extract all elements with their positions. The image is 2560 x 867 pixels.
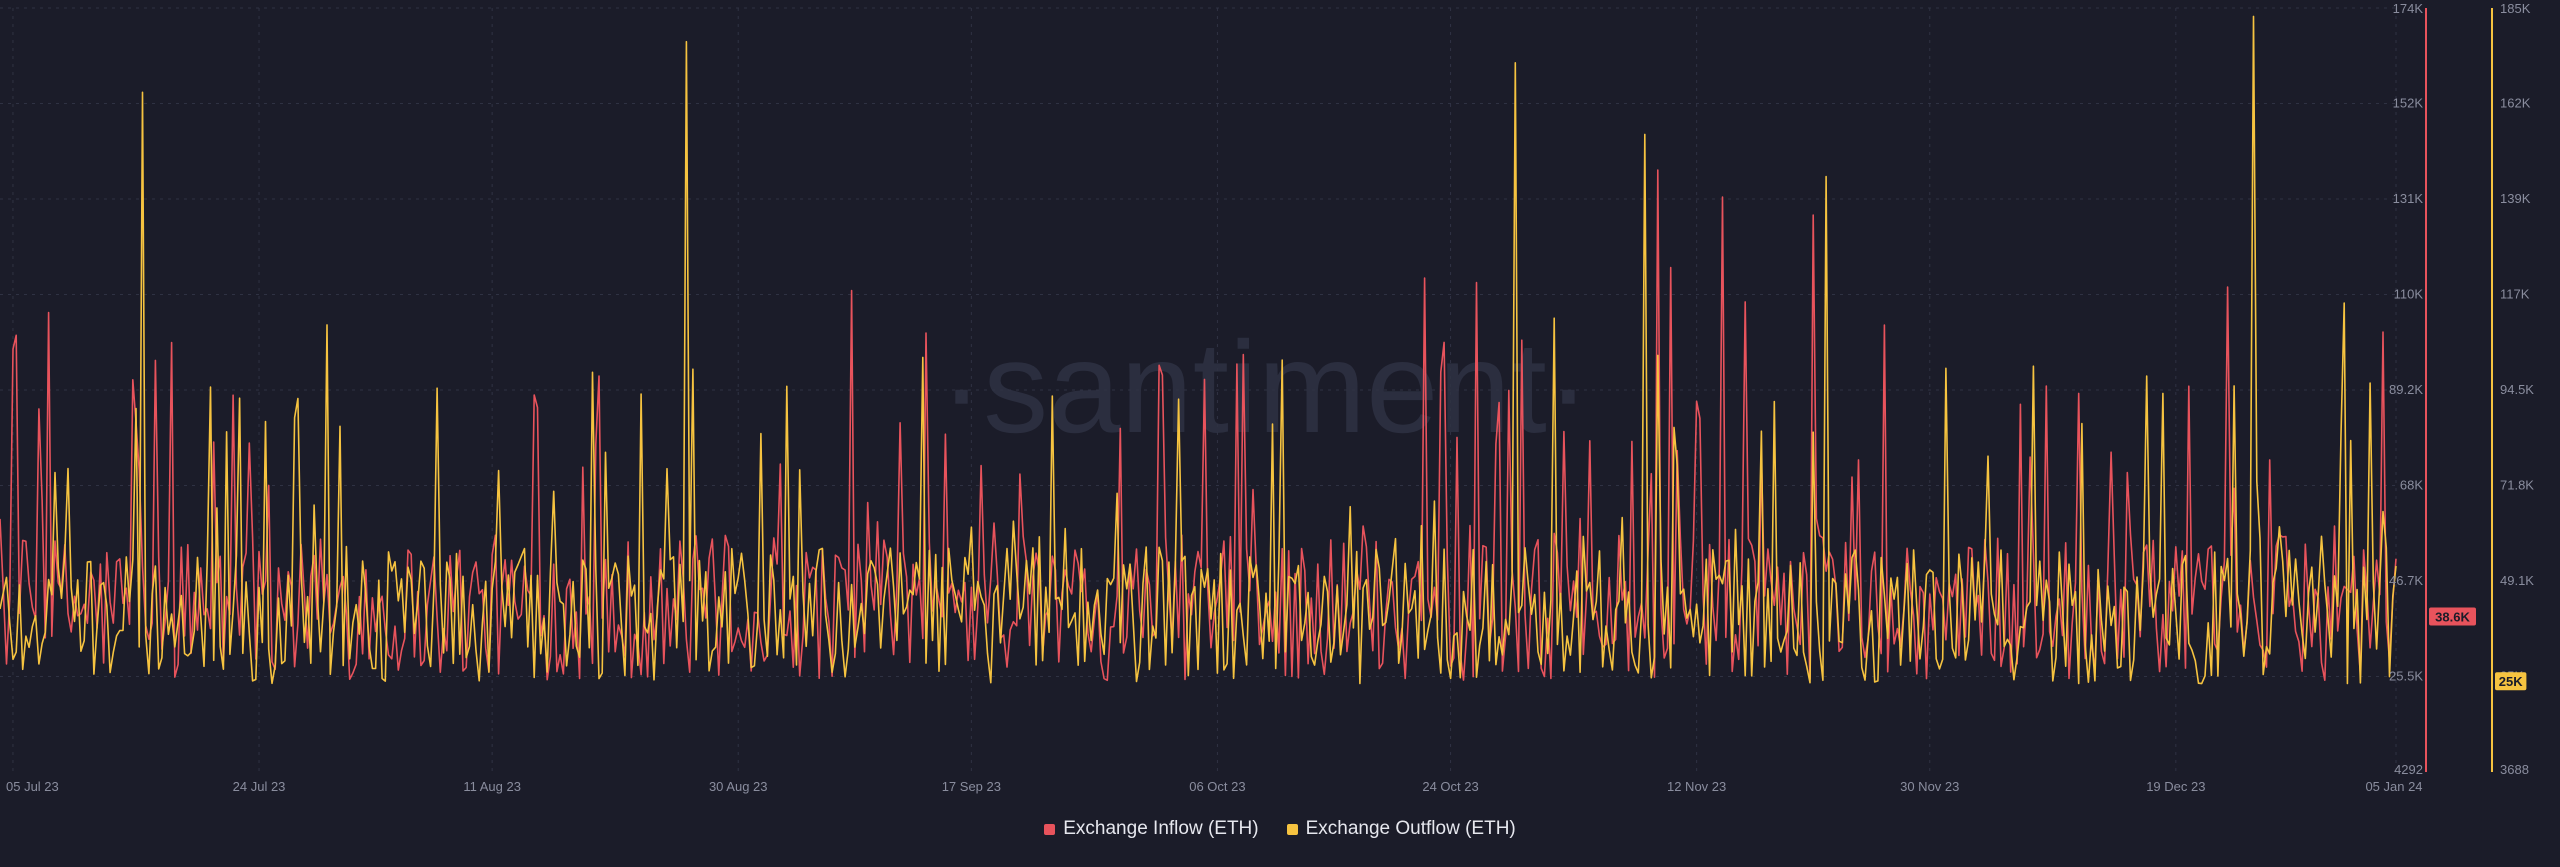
inflow-last-value-badge-text: 38.6K (2435, 610, 2470, 625)
outflow-last-value-badge: 25K (2495, 672, 2527, 691)
legend-item-inflow[interactable]: Exchange Inflow (ETH) (1044, 818, 1259, 840)
right-axis-tick-label: 49.1K (2500, 573, 2534, 588)
right-axis-tick-label: 162K (2500, 96, 2531, 111)
axes (2425, 8, 2493, 772)
right-axis-tick-label: 185K (2500, 1, 2531, 16)
left-axis-tick-label: 25.5K (2389, 669, 2423, 684)
outflow-last-value-badge-bg (2495, 672, 2527, 691)
santiment-watermark: ·santiment· (940, 314, 1590, 460)
left-axis-tick-label: 174K (2393, 1, 2424, 16)
outflow-last-value-badge-text: 25K (2499, 674, 2523, 689)
left-axis-tick-label: 68K (2400, 478, 2423, 493)
right-axis-tick-label: 117K (2500, 287, 2530, 302)
x-axis-tick-label: 30 Aug 23 (709, 779, 768, 794)
x-axis-tick-label: 05 Jan 24 (2365, 779, 2422, 794)
x-axis-tick-label: 19 Dec 23 (2146, 779, 2205, 794)
outflow-swatch (1286, 823, 1298, 835)
exchange-flow-chart: ·santiment· 174K 185K 152K 162K 131K 139K 110K… (0, 1, 2534, 794)
x-axis-tick-label: 12 Nov 23 (1667, 779, 1726, 794)
right-axis-tick-label: 71.8K (2500, 478, 2534, 493)
x-axis-tick-label: 24 Oct 23 (1422, 779, 1478, 794)
legend: Exchange Inflow (ETH) Exchange Outflow (… (0, 818, 2560, 840)
left-axis-tick-label: 110K (2394, 287, 2424, 302)
inflow-last-value-badge-bg (2429, 607, 2476, 626)
series-line (0, 169, 2397, 682)
right-axis-tick-label: 94.5K (2500, 382, 2534, 397)
left-axis-tick-label: 4292 (2394, 762, 2423, 777)
series-line (0, 15, 2397, 685)
x-axis-tick-label: 17 Sep 23 (942, 779, 1001, 794)
inflow-last-value-badge: 38.6K (2429, 607, 2476, 626)
inflow-series (0, 169, 2397, 682)
inflow-swatch (1044, 823, 1056, 835)
right-axis-tick-label: 139K (2500, 191, 2531, 206)
legend-label-inflow: Exchange Inflow (ETH) (1063, 818, 1259, 839)
axis-labels: 174K 185K 152K 162K 131K 139K 110K 117K 89.2K 94.… (6, 1, 2534, 794)
outflow-series (0, 15, 2397, 685)
left-axis-tick-label: 152K (2393, 96, 2424, 111)
left-axis-tick-label: 89.2K (2389, 382, 2423, 397)
x-axis-tick-label: 11 Aug 23 (463, 779, 521, 794)
x-axis-tick-label: 24 Jul 23 (233, 779, 286, 794)
left-axis-tick-label: 131K (2393, 191, 2424, 206)
legend-label-outflow: Exchange Outflow (ETH) (1305, 818, 1516, 839)
x-axis-tick-label: 05 Jul 23 (6, 779, 59, 794)
x-axis-tick-label: 06 Oct 23 (1189, 779, 1245, 794)
right-axis-tick-label: 3688 (2500, 762, 2529, 777)
legend-item-outflow[interactable]: Exchange Outflow (ETH) (1286, 818, 1516, 840)
x-axis-tick-label: 30 Nov 23 (1900, 779, 1959, 794)
left-axis-tick-label: 46.7K (2389, 573, 2423, 588)
